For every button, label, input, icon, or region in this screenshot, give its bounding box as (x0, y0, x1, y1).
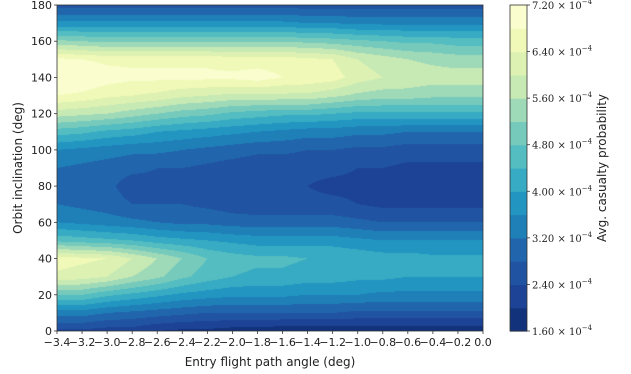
colorbar-tick-label: 4.00 × 10−4 (532, 184, 593, 198)
x-axis-label: Entry flight path angle (deg) (185, 355, 356, 369)
y-tick-label: 100 (31, 144, 52, 157)
x-tick-label: −2.4 (169, 336, 196, 349)
x-tick-label: −0.2 (445, 336, 472, 349)
y-tick-label: 40 (38, 253, 52, 266)
colorbar-tick-label: 3.20 × 10−4 (532, 231, 593, 245)
y-axis-label: Orbit inclination (deg) (11, 102, 25, 234)
colorbar: 7.20 × 10−4 6.40 × 10−4 5.60 × 10−4 4.80 × … (509, 0, 609, 338)
colorbar-tick-label: 7.20 × 10−4 (532, 0, 593, 12)
x-tick-label: −3.4 (44, 336, 71, 349)
contour-heat-field (57, 5, 483, 331)
colorbar-band (510, 214, 527, 239)
y-tick-label: 120 (31, 108, 52, 121)
x-tick-label: 0.0 (474, 336, 492, 349)
colorbar-band (510, 5, 527, 29)
y-tick-label: 20 (38, 289, 52, 302)
x-axis-ticks: −3.4−3.2−3.0−2.8−2.6−2.4−2.2−2.0−1.8−1.6… (44, 331, 492, 349)
x-tick-label: −1.8 (244, 336, 271, 349)
x-tick-label: −0.6 (394, 336, 421, 349)
x-tick-label: −1.2 (319, 336, 346, 349)
colorbar-band (510, 121, 527, 146)
x-tick-label: −0.4 (420, 336, 447, 349)
colorbar-band (510, 28, 527, 53)
y-tick-label: 140 (31, 71, 52, 84)
y-tick-label: 180 (31, 0, 52, 12)
colorbar-label: Avg. casualty probability (595, 94, 609, 242)
colorbar-tick-label: 2.40 × 10−4 (532, 277, 593, 291)
x-tick-label: −3.2 (69, 336, 96, 349)
colorbar-band (510, 74, 527, 99)
x-tick-label: −2.8 (119, 336, 146, 349)
x-tick-label: −0.8 (369, 336, 396, 349)
plot-frame (56, 4, 484, 332)
colorbar-ticks: 7.20 × 10−4 6.40 × 10−4 5.60 × 10−4 4.80 × … (527, 0, 593, 338)
x-tick-label: −1.4 (294, 336, 321, 349)
colorbar-band (510, 144, 527, 169)
y-tick-label: 0 (45, 325, 52, 338)
colorbar-tick-label: 4.80 × 10−4 (532, 138, 593, 152)
y-tick-label: 80 (38, 180, 52, 193)
x-tick-label: −3.0 (94, 336, 121, 349)
colorbar-band (510, 237, 527, 262)
colorbar-band (510, 191, 527, 216)
colorbar-band (510, 98, 527, 123)
colorbar-band (510, 284, 527, 309)
colorbar-tick-label: 5.60 × 10−4 (532, 91, 593, 105)
colorbar-frame (509, 4, 528, 332)
y-axis-ticks: 0 20 40 60 80 100 120 140 160 180 (31, 0, 57, 338)
colorbar-band (510, 168, 527, 192)
colorbar-band (510, 51, 527, 76)
x-tick-label: −2.2 (194, 336, 221, 349)
x-tick-label: −2.0 (219, 336, 246, 349)
colorbar-bands (510, 5, 527, 332)
colorbar-band (510, 307, 527, 332)
x-tick-label: −2.6 (144, 336, 171, 349)
colorbar-tick-label: 1.60 × 10−4 (532, 324, 593, 338)
colorbar-band (510, 261, 527, 286)
y-tick-label: 160 (31, 35, 52, 48)
y-tick-label: 60 (38, 216, 52, 229)
x-tick-label: −1.6 (269, 336, 296, 349)
colorbar-tick-label: 6.40 × 10−4 (532, 45, 593, 59)
contour-plot-area (56, 4, 484, 332)
x-tick-label: −1.0 (344, 336, 371, 349)
